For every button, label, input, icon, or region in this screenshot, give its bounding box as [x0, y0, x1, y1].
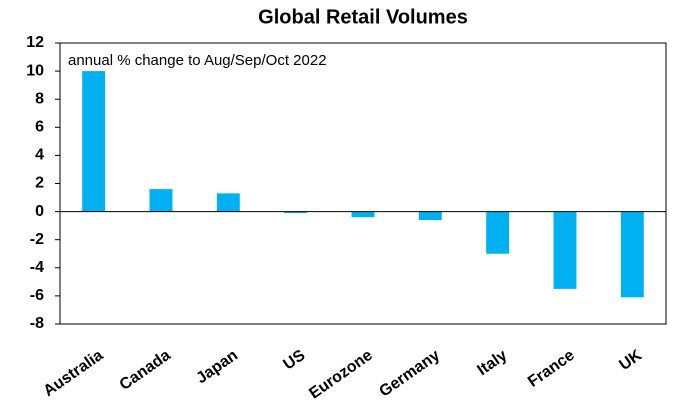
bar — [284, 211, 308, 214]
bar — [351, 211, 375, 218]
chart-subtitle: annual % change to Aug/Sep/Oct 2022 — [68, 52, 327, 69]
y-tick-label: -8 — [30, 315, 44, 332]
x-tick-label: Italy — [474, 347, 510, 379]
y-tick-label: -6 — [30, 287, 44, 304]
x-tick-label: Australia — [41, 347, 107, 400]
bar — [418, 211, 442, 221]
x-tick-label: US — [280, 347, 308, 374]
y-tick-label: 4 — [35, 147, 44, 164]
bar — [149, 189, 173, 212]
y-tick-label: 6 — [35, 119, 44, 136]
x-tick-label: Germany — [376, 347, 443, 401]
x-tick-label: France — [525, 347, 578, 391]
bar — [486, 211, 510, 254]
x-tick-label: Canada — [117, 347, 174, 394]
bar — [82, 71, 106, 212]
y-tick-label: 8 — [35, 90, 44, 107]
bar — [620, 211, 644, 298]
y-tick-label: 2 — [35, 175, 44, 192]
y-tick-label: -2 — [30, 231, 44, 248]
y-tick-label: 0 — [35, 203, 44, 220]
y-tick-label: 12 — [26, 34, 44, 51]
x-tick-label: Eurozone — [306, 347, 376, 403]
x-tick-label: UK — [616, 347, 645, 374]
bar — [216, 193, 240, 212]
bar — [553, 211, 577, 289]
y-tick-label: 10 — [26, 62, 44, 79]
y-tick-label: -4 — [30, 259, 44, 276]
x-tick-label: Japan — [193, 347, 241, 387]
chart-title: Global Retail Volumes — [258, 6, 468, 28]
